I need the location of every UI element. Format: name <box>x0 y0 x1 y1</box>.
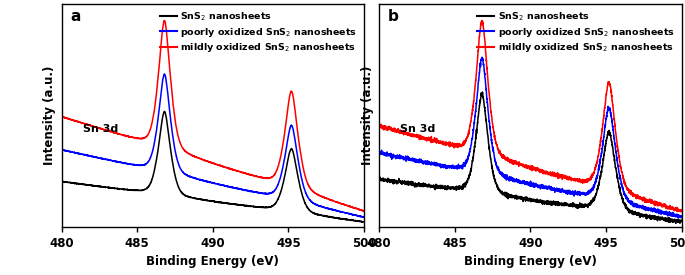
SnS$_2$ nanosheets <box>514 195 523 198</box>
mildly oxidized SnS$_2$ nanosheets <box>351 207 360 210</box>
Line: mildly oxidized SnS$_2$ nanosheets: mildly oxidized SnS$_2$ nanosheets <box>379 20 682 212</box>
SnS$_2$ nanosheets <box>351 219 360 222</box>
mildly oxidized SnS$_2$ nanosheets <box>677 210 685 213</box>
poorly oxidized SnS$_2$ nanosheets <box>390 155 399 158</box>
Line: SnS$_2$ nanosheets: SnS$_2$ nanosheets <box>62 111 364 222</box>
Text: b: b <box>388 9 399 24</box>
poorly oxidized SnS$_2$ nanosheets <box>73 152 82 155</box>
mildly oxidized SnS$_2$ nanosheets <box>613 144 621 147</box>
poorly oxidized SnS$_2$ nanosheets <box>613 161 621 164</box>
Text: Sn 3d: Sn 3d <box>83 124 118 134</box>
poorly oxidized SnS$_2$ nanosheets <box>351 214 360 217</box>
Line: mildly oxidized SnS$_2$ nanosheets: mildly oxidized SnS$_2$ nanosheets <box>62 20 364 211</box>
Legend: SnS$_2$ nanosheets, poorly oxidized SnS$_2$ nanosheets, mildly oxidized SnS$_2$ : SnS$_2$ nanosheets, poorly oxidized SnS$… <box>475 9 677 56</box>
SnS$_2$ nanosheets <box>351 219 360 222</box>
SnS$_2$ nanosheets <box>160 110 169 113</box>
SnS$_2$ nanosheets <box>522 199 530 202</box>
SnS$_2$ nanosheets <box>359 220 367 224</box>
SnS$_2$ nanosheets <box>613 177 621 180</box>
mildly oxidized SnS$_2$ nanosheets <box>514 162 523 165</box>
Line: poorly oxidized SnS$_2$ nanosheets: poorly oxidized SnS$_2$ nanosheets <box>62 74 364 217</box>
mildly oxidized SnS$_2$ nanosheets <box>669 207 677 210</box>
SnS$_2$ nanosheets <box>296 184 304 188</box>
SnS$_2$ nanosheets <box>73 182 82 185</box>
SnS$_2$ nanosheets <box>360 220 368 223</box>
Line: SnS$_2$ nanosheets: SnS$_2$ nanosheets <box>379 92 682 223</box>
Line: poorly oxidized SnS$_2$ nanosheets: poorly oxidized SnS$_2$ nanosheets <box>379 57 682 218</box>
mildly oxidized SnS$_2$ nanosheets <box>160 19 169 22</box>
poorly oxidized SnS$_2$ nanosheets <box>478 56 486 59</box>
poorly oxidized SnS$_2$ nanosheets <box>296 168 304 172</box>
SnS$_2$ nanosheets <box>375 178 384 182</box>
mildly oxidized SnS$_2$ nanosheets <box>205 160 213 164</box>
mildly oxidized SnS$_2$ nanosheets <box>197 157 205 161</box>
Legend: SnS$_2$ nanosheets, poorly oxidized SnS$_2$ nanosheets, mildly oxidized SnS$_2$ : SnS$_2$ nanosheets, poorly oxidized SnS$… <box>158 9 360 56</box>
mildly oxidized SnS$_2$ nanosheets <box>360 210 368 213</box>
mildly oxidized SnS$_2$ nanosheets <box>677 209 685 212</box>
SnS$_2$ nanosheets <box>677 219 685 222</box>
poorly oxidized SnS$_2$ nanosheets <box>160 73 169 76</box>
mildly oxidized SnS$_2$ nanosheets <box>58 115 66 119</box>
poorly oxidized SnS$_2$ nanosheets <box>514 180 523 184</box>
poorly oxidized SnS$_2$ nanosheets <box>669 213 677 216</box>
SnS$_2$ nanosheets <box>669 221 677 224</box>
mildly oxidized SnS$_2$ nanosheets <box>522 164 530 167</box>
SnS$_2$ nanosheets <box>205 199 213 202</box>
SnS$_2$ nanosheets <box>672 222 680 225</box>
poorly oxidized SnS$_2$ nanosheets <box>522 182 530 185</box>
poorly oxidized SnS$_2$ nanosheets <box>205 180 213 183</box>
mildly oxidized SnS$_2$ nanosheets <box>73 120 82 123</box>
poorly oxidized SnS$_2$ nanosheets <box>197 178 205 182</box>
X-axis label: Binding Energy (eV): Binding Energy (eV) <box>147 255 279 268</box>
SnS$_2$ nanosheets <box>669 218 677 221</box>
poorly oxidized SnS$_2$ nanosheets <box>58 148 66 151</box>
mildly oxidized SnS$_2$ nanosheets <box>375 125 384 128</box>
X-axis label: Binding Energy (eV): Binding Energy (eV) <box>464 255 597 268</box>
poorly oxidized SnS$_2$ nanosheets <box>669 213 677 216</box>
Y-axis label: Intensity (a.u.): Intensity (a.u.) <box>360 66 373 165</box>
Text: a: a <box>71 9 81 24</box>
mildly oxidized SnS$_2$ nanosheets <box>669 205 677 209</box>
Text: Sn 3d: Sn 3d <box>400 124 436 134</box>
poorly oxidized SnS$_2$ nanosheets <box>677 216 685 219</box>
SnS$_2$ nanosheets <box>58 180 66 183</box>
poorly oxidized SnS$_2$ nanosheets <box>375 153 384 156</box>
poorly oxidized SnS$_2$ nanosheets <box>351 213 360 217</box>
Y-axis label: Intensity (a.u.): Intensity (a.u.) <box>43 66 56 165</box>
SnS$_2$ nanosheets <box>390 179 399 183</box>
poorly oxidized SnS$_2$ nanosheets <box>360 216 368 219</box>
mildly oxidized SnS$_2$ nanosheets <box>390 128 399 131</box>
mildly oxidized SnS$_2$ nanosheets <box>351 207 360 210</box>
SnS$_2$ nanosheets <box>197 198 205 201</box>
poorly oxidized SnS$_2$ nanosheets <box>677 216 685 219</box>
mildly oxidized SnS$_2$ nanosheets <box>477 19 486 22</box>
SnS$_2$ nanosheets <box>478 90 486 94</box>
mildly oxidized SnS$_2$ nanosheets <box>296 147 304 150</box>
